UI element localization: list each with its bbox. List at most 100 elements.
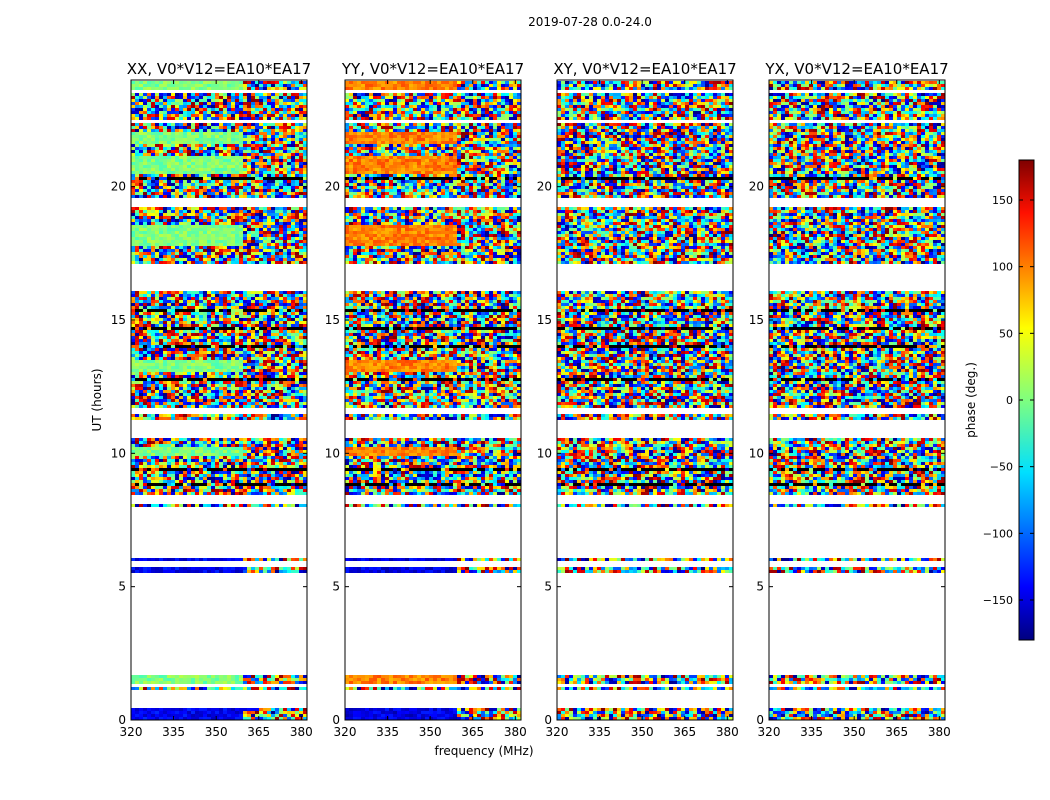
heatmap-cell	[303, 444, 308, 447]
heatmap-cell	[211, 297, 216, 300]
heatmap-cell	[183, 261, 188, 264]
heatmap-cell	[143, 396, 148, 399]
heatmap-cell	[303, 237, 308, 240]
heatmap-cell	[143, 318, 148, 321]
heatmap-cell	[175, 219, 180, 222]
heatmap-cell	[219, 156, 224, 159]
heatmap-cell	[279, 321, 284, 324]
heatmap-cell	[179, 396, 184, 399]
heatmap-cell	[215, 138, 220, 141]
heatmap-cell	[171, 504, 176, 507]
heatmap-cell	[267, 405, 272, 408]
heatmap-cell	[139, 459, 144, 462]
heatmap-cell	[147, 213, 152, 216]
heatmap-cell	[135, 237, 140, 240]
heatmap-cell	[283, 336, 288, 339]
heatmap-cell	[247, 225, 252, 228]
heatmap-cell	[207, 360, 212, 363]
heatmap-cell	[195, 567, 200, 570]
heatmap-cell	[167, 171, 172, 174]
heatmap-cell	[135, 471, 140, 474]
heatmap-cell	[207, 153, 212, 156]
heatmap-cell	[267, 342, 272, 345]
heatmap-cell	[303, 258, 308, 261]
heatmap-cell	[295, 681, 300, 684]
heatmap-cell	[291, 237, 296, 240]
heatmap-cell	[199, 156, 204, 159]
heatmap-cell	[159, 450, 164, 453]
heatmap-cell	[247, 153, 252, 156]
heatmap-cell	[231, 255, 236, 258]
heatmap-cell	[183, 132, 188, 135]
heatmap-cell	[299, 678, 304, 681]
heatmap-cell	[231, 711, 236, 714]
heatmap-cell	[303, 207, 308, 210]
heatmap-cell	[279, 396, 284, 399]
heatmap-cell	[251, 396, 256, 399]
heatmap-cell	[299, 459, 304, 462]
heatmap-cell	[183, 480, 188, 483]
heatmap-cell	[139, 342, 144, 345]
heatmap-cell	[251, 150, 256, 153]
heatmap-cell	[135, 453, 140, 456]
heatmap-cell	[287, 354, 292, 357]
heatmap-cell	[215, 396, 220, 399]
heatmap-cell	[255, 465, 260, 468]
heatmap-cell	[163, 366, 168, 369]
heatmap-cell	[223, 675, 228, 678]
heatmap-cell	[291, 477, 296, 480]
heatmap-cell	[171, 357, 176, 360]
heatmap-cell	[167, 675, 172, 678]
heatmap-cell	[271, 243, 276, 246]
heatmap-cell	[167, 687, 172, 690]
heatmap-cell	[171, 396, 176, 399]
heatmap-cell	[151, 678, 156, 681]
heatmap-cell	[219, 678, 224, 681]
heatmap-cell	[191, 258, 196, 261]
heatmap-cell	[231, 393, 236, 396]
heatmap-cell	[299, 186, 304, 189]
heatmap-cell	[271, 225, 276, 228]
heatmap-cell	[179, 153, 184, 156]
heatmap-cell	[163, 306, 168, 309]
heatmap-cell	[163, 216, 168, 219]
heatmap-cell	[179, 414, 184, 417]
heatmap-cell	[143, 357, 148, 360]
heatmap-cell	[163, 258, 168, 261]
heatmap-cell	[255, 330, 260, 333]
heatmap-cell	[263, 363, 268, 366]
heatmap-cell	[271, 402, 276, 405]
heatmap-cell	[171, 375, 176, 378]
heatmap-cell	[259, 213, 264, 216]
heatmap-cell	[263, 309, 268, 312]
heatmap-cell	[231, 195, 236, 198]
heatmap-cell	[195, 456, 200, 459]
heatmap-cell	[203, 399, 208, 402]
heatmap-cell	[223, 138, 228, 141]
heatmap-cell	[207, 159, 212, 162]
heatmap-cell	[255, 216, 260, 219]
heatmap-cell	[195, 474, 200, 477]
heatmap-cell	[239, 714, 244, 717]
heatmap-cell	[219, 378, 224, 381]
heatmap-cell	[151, 336, 156, 339]
heatmap-cell	[135, 291, 140, 294]
heatmap-cell	[247, 492, 252, 495]
heatmap-cell	[163, 174, 168, 177]
heatmap-cell	[139, 165, 144, 168]
heatmap-cell	[279, 153, 284, 156]
heatmap-cell	[247, 183, 252, 186]
heatmap-cell	[175, 315, 180, 318]
heatmap-cell	[295, 366, 300, 369]
heatmap-cell	[207, 438, 212, 441]
heatmap-cell	[259, 414, 264, 417]
heatmap-cell	[259, 306, 264, 309]
heatmap-cell	[303, 345, 308, 348]
heatmap-cell	[171, 489, 176, 492]
heatmap-cell	[135, 180, 140, 183]
heatmap-cell	[259, 327, 264, 330]
heatmap-cell	[247, 207, 252, 210]
heatmap-cell	[183, 228, 188, 231]
heatmap-cell	[303, 249, 308, 252]
heatmap-cell	[287, 486, 292, 489]
